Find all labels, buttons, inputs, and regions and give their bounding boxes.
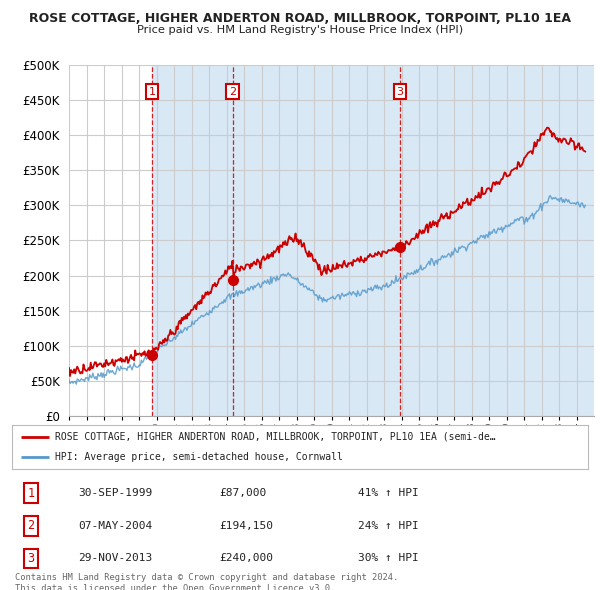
Text: 41% ↑ HPI: 41% ↑ HPI bbox=[358, 488, 418, 498]
Text: Contains HM Land Registry data © Crown copyright and database right 2024.
This d: Contains HM Land Registry data © Crown c… bbox=[15, 573, 398, 590]
Text: 1: 1 bbox=[28, 487, 35, 500]
Text: 07-MAY-2004: 07-MAY-2004 bbox=[78, 521, 152, 531]
Text: 2: 2 bbox=[28, 519, 35, 532]
Text: 3: 3 bbox=[397, 87, 403, 97]
Text: £194,150: £194,150 bbox=[220, 521, 274, 531]
Bar bbox=[233, 65, 400, 416]
Text: 29-NOV-2013: 29-NOV-2013 bbox=[78, 553, 152, 563]
Text: £87,000: £87,000 bbox=[220, 488, 266, 498]
Text: 24% ↑ HPI: 24% ↑ HPI bbox=[358, 521, 418, 531]
Text: Price paid vs. HM Land Registry's House Price Index (HPI): Price paid vs. HM Land Registry's House … bbox=[137, 25, 463, 35]
Text: 1: 1 bbox=[149, 87, 155, 97]
Text: 30-SEP-1999: 30-SEP-1999 bbox=[78, 488, 152, 498]
Bar bbox=[152, 65, 233, 416]
Text: 30% ↑ HPI: 30% ↑ HPI bbox=[358, 553, 418, 563]
Text: 3: 3 bbox=[28, 552, 35, 565]
Bar bbox=[400, 65, 594, 416]
Text: ROSE COTTAGE, HIGHER ANDERTON ROAD, MILLBROOK, TORPOINT, PL10 1EA (semi-de…: ROSE COTTAGE, HIGHER ANDERTON ROAD, MILL… bbox=[55, 432, 496, 442]
Text: £240,000: £240,000 bbox=[220, 553, 274, 563]
Text: HPI: Average price, semi-detached house, Cornwall: HPI: Average price, semi-detached house,… bbox=[55, 452, 343, 462]
Text: 2: 2 bbox=[229, 87, 236, 97]
Text: ROSE COTTAGE, HIGHER ANDERTON ROAD, MILLBROOK, TORPOINT, PL10 1EA: ROSE COTTAGE, HIGHER ANDERTON ROAD, MILL… bbox=[29, 12, 571, 25]
